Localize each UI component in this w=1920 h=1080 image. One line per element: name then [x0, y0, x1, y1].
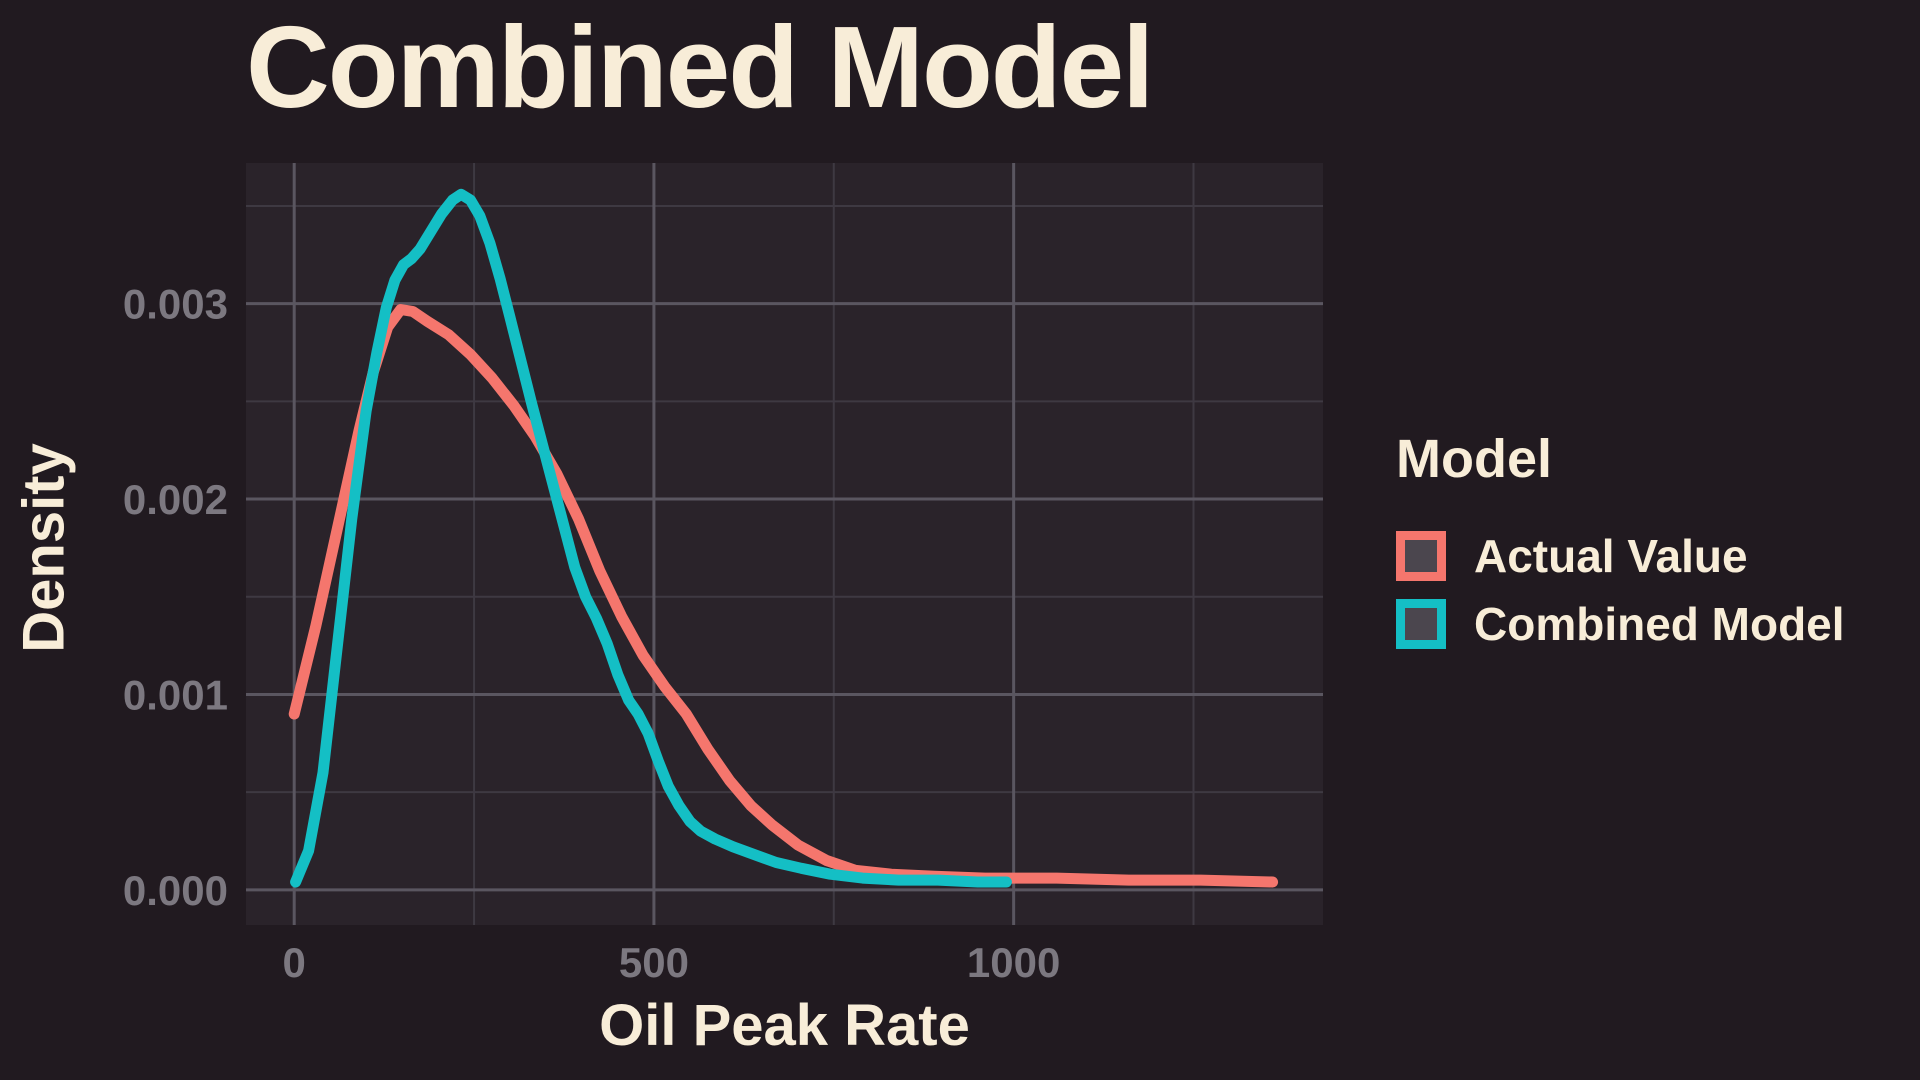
legend: Model Actual Value Combined Model — [1396, 428, 1845, 658]
y-tick-label: 0.002 — [123, 476, 228, 523]
legend-label-combined-model: Combined Model — [1474, 598, 1845, 650]
legend-label-actual-value: Actual Value — [1474, 530, 1748, 582]
y-tick-label: 0.000 — [123, 867, 228, 914]
y-tick-label: 0.001 — [123, 671, 228, 718]
y-axis-title: Density — [11, 443, 77, 653]
plot-panel — [246, 163, 1323, 925]
legend-entry-combined-model: Combined Model — [1396, 590, 1845, 658]
legend-key-actual-value-icon — [1396, 531, 1446, 581]
y-tick-label: 0.003 — [123, 281, 228, 328]
x-tick-label: 1000 — [967, 939, 1060, 986]
legend-entry-actual-value: Actual Value — [1396, 522, 1845, 590]
chart-title: Combined Model — [246, 2, 1154, 132]
series-line-combined-model — [290, 188, 1012, 888]
x-tick-label: 500 — [619, 939, 689, 986]
x-axis-title: Oil Peak Rate — [599, 993, 970, 1058]
x-tick-label: 0 — [283, 939, 306, 986]
legend-title: Model — [1396, 429, 1552, 489]
legend-key-combined-model-icon — [1396, 599, 1446, 649]
